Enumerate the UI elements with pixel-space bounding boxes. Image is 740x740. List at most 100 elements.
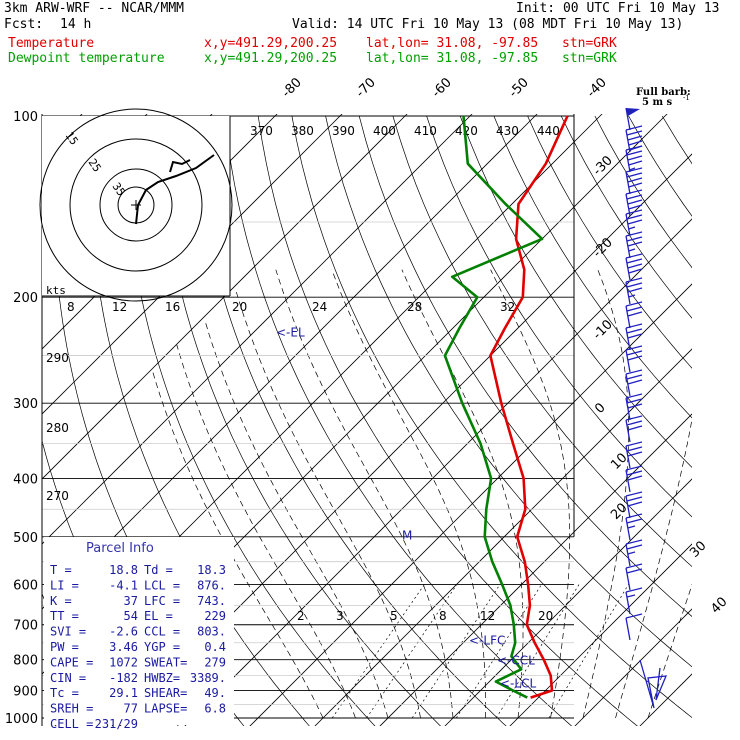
dry-adiabat xyxy=(358,115,692,617)
fcst-value: 14 h xyxy=(60,17,92,32)
theta-top-label: 420 xyxy=(455,124,478,138)
parcel-label: SREH = xyxy=(50,702,93,716)
mixing-ratio-label: 12 xyxy=(480,609,495,623)
dewpoint-stn: stn=GRK xyxy=(562,51,617,66)
parcel-label: K = xyxy=(50,594,72,608)
wind-barb-staff xyxy=(625,327,631,351)
dewpoint-latlon: lat,lon= 31.08, -97.85 xyxy=(366,51,539,66)
wind-barb-tick xyxy=(627,379,643,385)
wind-barb-tick xyxy=(627,155,643,161)
dry-adiabat xyxy=(696,116,740,731)
moist-adiabat xyxy=(582,269,629,719)
wind-barb-tick xyxy=(627,219,643,225)
full-barb-unit-exponent: -1 xyxy=(683,94,690,102)
mixing-ratio-label: 2 xyxy=(297,609,305,623)
hodograph-ring xyxy=(39,108,233,302)
wind-barb-tick xyxy=(626,568,643,574)
hodograph-ring-label: 25 xyxy=(86,156,104,174)
wind-barb-tick xyxy=(625,539,643,545)
parcel-label: LCL = xyxy=(144,578,180,592)
wind-barb-tick xyxy=(625,323,643,329)
mixing-ratio-line xyxy=(456,584,542,719)
parcel-value: 231/29 xyxy=(95,717,138,731)
moist-adiabat xyxy=(647,583,692,719)
dewpoint-legend: Dewpoint temperature xyxy=(8,51,165,66)
wind-barb-tick xyxy=(625,491,643,497)
wind-barb-tick xyxy=(627,403,643,409)
parcel-value: 29.1 xyxy=(109,686,138,700)
mixing-ratio-line xyxy=(548,584,629,719)
mixing-ratio-line xyxy=(495,584,580,719)
wind-barb-tick xyxy=(625,393,643,399)
wind-barb-tick xyxy=(626,130,643,136)
wind-barb-tick xyxy=(626,594,636,598)
level-label: <-LFC xyxy=(469,633,505,647)
wind-barb-tick xyxy=(626,420,643,426)
parcel-label: CIN = xyxy=(50,671,86,685)
temperature-latlon: lat,lon= 31.08, -97.85 xyxy=(366,36,539,51)
wind-barb-staff xyxy=(625,257,631,281)
wind-barb-tick xyxy=(627,135,643,141)
dewpoint-xy: x,y=491.29,200.25 xyxy=(204,51,338,66)
wind-barb-tick xyxy=(627,451,643,457)
mixing-ratio-label: 8 xyxy=(439,609,447,623)
wind-barb-tick xyxy=(625,209,643,215)
parcel-label: T = xyxy=(50,563,72,577)
wind-barb-tick xyxy=(627,311,643,317)
wind-barb-staff xyxy=(625,107,631,131)
wind-barb xyxy=(625,145,643,173)
speed-axis-label: 24 xyxy=(312,300,327,314)
wind-barb-tick xyxy=(626,236,643,242)
wind-barb-staff xyxy=(625,149,631,173)
wind-barb xyxy=(625,301,643,329)
parcel-label: SVI = xyxy=(50,625,86,639)
wind-barb-staff xyxy=(625,495,631,519)
isotherm-line xyxy=(314,348,692,726)
parcel-value: 18.3 xyxy=(197,563,226,577)
wind-barb xyxy=(625,513,643,541)
theta-top-label: 380 xyxy=(291,124,314,138)
wind-barb-tick xyxy=(625,345,643,351)
parcel-value: 803. xyxy=(197,625,226,639)
wind-barb-staff xyxy=(625,445,631,469)
wind-barb-staff xyxy=(625,129,631,153)
parcel-value: 37 xyxy=(124,594,138,608)
wind-barb-staff xyxy=(625,373,631,397)
valid-time: Valid: 14 UTC Fri 10 May 13 (08 MDT Fri … xyxy=(292,17,684,32)
temperature-xy: x,y=491.29,200.25 xyxy=(204,36,338,51)
parcel-value: 6.8 xyxy=(204,702,226,716)
isotherm-line xyxy=(509,543,692,726)
wind-barb-tick xyxy=(626,398,643,404)
mixing-ratio-label: 3 xyxy=(336,609,344,623)
wind-barb-tick xyxy=(626,194,643,200)
pressure-tick-label: 1000 xyxy=(5,712,38,727)
speed-axis-label: 28 xyxy=(407,300,422,314)
wind-barb xyxy=(625,441,643,469)
parcel-value: 229 xyxy=(204,609,226,623)
init-time: Init: 00 UTC Fri 10 May 13 xyxy=(516,1,720,16)
parcel-label: LI = xyxy=(50,578,79,592)
parcel-value: 18.8 xyxy=(109,563,138,577)
isotherm-label: -40 xyxy=(584,75,610,101)
hodograph-trace xyxy=(135,154,215,225)
parcel-value: 3389. xyxy=(190,671,226,685)
dewpoint-profile xyxy=(443,115,544,699)
isotherm-line xyxy=(0,103,28,731)
dry-adiabat xyxy=(190,115,507,726)
isotherm-label: -20 xyxy=(590,235,616,261)
wind-barb-tick xyxy=(625,301,643,307)
parcel-label: Tc = xyxy=(50,686,79,700)
wind-barb-tick xyxy=(626,328,643,334)
wind-barb-tick xyxy=(626,518,643,524)
dry-adiabat xyxy=(123,115,376,726)
wind-barb-tick xyxy=(626,350,643,356)
wind-barb-tick xyxy=(628,294,636,298)
wind-barb-tick xyxy=(627,355,643,361)
full-barb-title: Full barb: xyxy=(636,87,691,98)
wind-barb-staff xyxy=(625,419,631,443)
wind-barb-tick xyxy=(625,125,643,131)
wind-barb-staff xyxy=(625,349,631,373)
isotherm-label: 0 xyxy=(592,400,608,416)
theta-label: 270 xyxy=(46,489,69,503)
fcst-label: Fcst: xyxy=(4,17,44,32)
